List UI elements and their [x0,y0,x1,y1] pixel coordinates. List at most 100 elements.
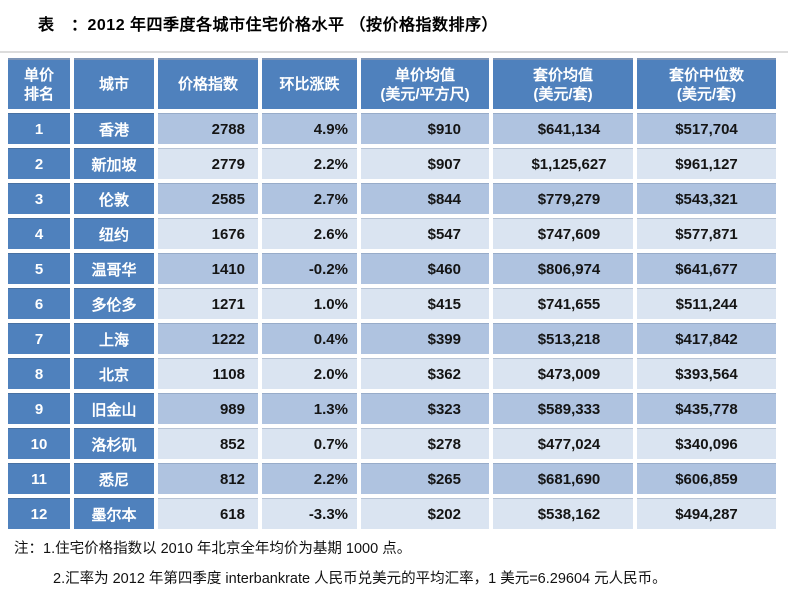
unit-price-avg-cell: $910 [361,113,489,144]
total-price-median-cell: $641,677 [637,253,776,284]
city-cell: 纽约 [74,218,154,249]
unit-price-avg-cell: $323 [361,393,489,424]
total-price-median-cell: $340,096 [637,428,776,459]
price-index-cell: 2779 [158,148,258,179]
header-mom-change-line1: 环比涨跌 [279,76,340,93]
city-cell: 旧金山 [74,393,154,424]
header-unit-price-avg-line1: 单价均值 [394,66,455,84]
header-total-price-median-line1: 套价中位数 [668,66,744,84]
unit-price-avg-cell: $547 [361,218,489,249]
header-price-index: 价格指数 [158,58,258,109]
mom-change-cell: 1.3% [262,393,357,424]
price-index-cell: 2788 [158,113,258,144]
header-total-price-median: 套价中位数 (美元/套) [637,58,776,109]
total-price-median-cell: $517,704 [637,113,776,144]
total-price-avg-cell: $741,655 [493,288,633,319]
header-total-price-avg: 套价均值 (美元/套) [493,58,633,109]
total-price-avg-cell: $747,609 [493,218,633,249]
unit-price-avg-cell: $265 [361,463,489,494]
mom-change-cell: 2.0% [262,358,357,389]
total-price-avg-cell: $473,009 [493,358,633,389]
mom-change-cell: 2.2% [262,463,357,494]
total-price-avg-cell: $1,125,627 [493,148,633,179]
rank-cell: 8 [8,358,70,389]
rank-cell: 6 [8,288,70,319]
unit-price-avg-cell: $202 [361,498,489,529]
rank-cell: 3 [8,183,70,214]
mom-change-cell: 4.9% [262,113,357,144]
unit-price-avg-cell: $844 [361,183,489,214]
total-price-median-cell: $494,287 [637,498,776,529]
rank-cell: 1 [8,113,70,144]
total-price-avg-cell: $477,024 [493,428,633,459]
price-index-cell: 1108 [158,358,258,389]
header-total-price-avg-line2: (美元/套) [533,85,593,103]
price-index-cell: 1222 [158,323,258,354]
total-price-median-cell: $511,244 [637,288,776,319]
unit-price-avg-cell: $399 [361,323,489,354]
total-price-median-cell: $417,842 [637,323,776,354]
city-cell: 墨尔本 [74,498,154,529]
price-table: 单价 排名 城市 价格指数 环比涨跌 单价均值 (美元/平方尺) 套价均值 (美… [8,58,776,529]
mom-change-cell: 2.2% [262,148,357,179]
city-cell: 新加坡 [74,148,154,179]
city-cell: 洛杉矶 [74,428,154,459]
total-price-avg-cell: $806,974 [493,253,633,284]
mom-change-cell: 2.7% [262,183,357,214]
total-price-median-cell: $435,778 [637,393,776,424]
header-unit-price-avg-line2: (美元/平方尺) [380,85,470,103]
rank-cell: 7 [8,323,70,354]
table-title: 表 ：2012 年四季度各城市住宅价格水平 （按价格指数排序） [38,17,498,34]
total-price-median-cell: $961,127 [637,148,776,179]
price-index-cell: 2585 [158,183,258,214]
divider-line [0,51,788,53]
price-index-cell: 1676 [158,218,258,249]
footnotes: 注：1.住宅价格指数以 2010 年北京全年均价为基期 1000 点。 2.汇率… [8,540,784,588]
total-price-median-cell: $543,321 [637,183,776,214]
rank-cell: 10 [8,428,70,459]
total-price-avg-cell: $589,333 [493,393,633,424]
mom-change-cell: -0.2% [262,253,357,284]
rank-cell: 2 [8,148,70,179]
unit-price-avg-cell: $362 [361,358,489,389]
rank-cell: 11 [8,463,70,494]
header-mom-change: 环比涨跌 [262,58,357,109]
rank-cell: 12 [8,498,70,529]
header-price-index-line1: 价格指数 [177,76,238,93]
price-index-cell: 1410 [158,253,258,284]
city-cell: 伦敦 [74,183,154,214]
rank-cell: 5 [8,253,70,284]
mom-change-cell: 1.0% [262,288,357,319]
unit-price-avg-cell: $907 [361,148,489,179]
total-price-median-cell: $393,564 [637,358,776,389]
header-rank: 单价 排名 [8,58,70,109]
unit-price-avg-cell: $278 [361,428,489,459]
mom-change-cell: 2.6% [262,218,357,249]
unit-price-avg-cell: $460 [361,253,489,284]
header-unit-price-avg: 单价均值 (美元/平方尺) [361,58,489,109]
total-price-avg-cell: $641,134 [493,113,633,144]
total-price-median-cell: $577,871 [637,218,776,249]
price-index-cell: 812 [158,463,258,494]
city-cell: 多伦多 [74,288,154,319]
city-cell: 上海 [74,323,154,354]
rank-cell: 9 [8,393,70,424]
total-price-avg-cell: $513,218 [493,323,633,354]
header-total-price-avg-line1: 套价均值 [532,66,593,84]
total-price-avg-cell: $538,162 [493,498,633,529]
price-index-cell: 989 [158,393,258,424]
header-total-price-median-line2: (美元/套) [676,85,737,103]
total-price-avg-cell: $779,279 [493,183,633,214]
price-index-cell: 852 [158,428,258,459]
city-cell: 北京 [74,358,154,389]
footnote-2: 2.汇率为 2012 年第四季度 interbankrate 人民币兑美元的平均… [53,571,667,587]
unit-price-avg-cell: $415 [361,288,489,319]
price-index-cell: 1271 [158,288,258,319]
price-index-cell: 618 [158,498,258,529]
city-cell: 悉尼 [74,463,154,494]
mom-change-cell: 0.7% [262,428,357,459]
city-cell: 温哥华 [74,253,154,284]
footnote-1: 注：1.住宅价格指数以 2010 年北京全年均价为基期 1000 点。 [14,541,412,557]
rank-cell: 4 [8,218,70,249]
header-city: 城市 [74,58,154,109]
